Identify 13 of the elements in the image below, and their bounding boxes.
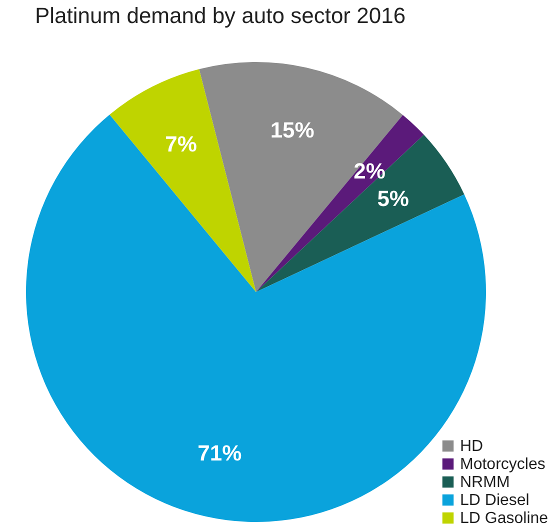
- data-label: 7%: [165, 131, 197, 156]
- data-label: 2%: [354, 158, 386, 184]
- legend-label: Motorcycles: [460, 456, 546, 473]
- legend-label: LD Diesel: [460, 492, 530, 509]
- legend-label: NRMM: [460, 474, 510, 491]
- chart-title: Platinum demand by auto sector 2016: [35, 3, 406, 28]
- data-label: 15%: [270, 117, 314, 142]
- data-label: 5%: [377, 186, 409, 212]
- data-label: 71%: [198, 440, 242, 466]
- legend-label: LD Gasoline: [460, 510, 548, 527]
- pie-slice: [256, 114, 424, 292]
- pie-slice: [110, 69, 256, 292]
- legend-label: HD: [460, 438, 484, 455]
